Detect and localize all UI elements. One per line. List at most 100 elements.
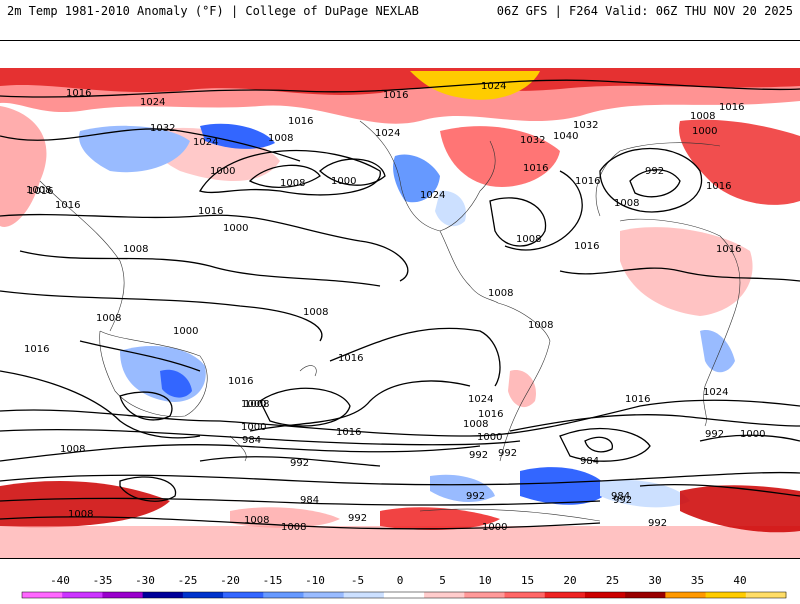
- color-scale-tick-label: -25: [178, 574, 198, 587]
- isobar-label: 1000: [173, 326, 198, 337]
- isobar-label: 992: [705, 429, 724, 440]
- color-scale-tick-label: 5: [439, 574, 446, 587]
- model-run-info: 06Z GFS | F264 Valid: 06Z THU NOV 20 202…: [496, 4, 793, 18]
- isobar-label: 1016: [706, 181, 731, 192]
- isobar-label: 992: [469, 450, 488, 461]
- isobar-label: 1000: [210, 166, 235, 177]
- isobar-label: 1016: [716, 244, 741, 255]
- isobar-label: 1024: [468, 394, 493, 405]
- isobar-label: 1024: [420, 190, 445, 201]
- isobar-label: 1008: [516, 234, 541, 245]
- color-scale-swatch: [102, 592, 144, 598]
- color-scale-swatch: [544, 592, 586, 598]
- color-scale-tick-label: -15: [263, 574, 283, 587]
- isobars: [0, 79, 800, 530]
- isobar-label: 1016: [198, 206, 223, 217]
- anomaly-map: 1016 1024 1032 1024 1008 1016 1000 1008 1000 1024…: [0, 40, 800, 559]
- isobar-label: 1008: [26, 185, 51, 196]
- isobar-label: 1008: [123, 244, 148, 255]
- isobar-label: 992: [498, 448, 517, 459]
- color-scale-swatch: [22, 592, 63, 598]
- isobar-label: 1024: [703, 387, 728, 398]
- isobar-label: 1032: [520, 135, 545, 146]
- isobar-label: 1040: [553, 131, 578, 142]
- isobar-label: 1016: [228, 376, 253, 387]
- isobar-label: 1024: [375, 128, 400, 139]
- isobar-label: 1016: [478, 409, 503, 420]
- isobar-label: 984: [611, 491, 630, 502]
- isobar-label: 1000: [482, 522, 507, 533]
- isobar-label: 1008: [614, 198, 639, 209]
- color-scale-swatch: [464, 592, 506, 598]
- isobar-label: 1024: [481, 81, 506, 92]
- color-scale-tick-label: 0: [397, 574, 404, 587]
- isobar-label: 1008: [463, 419, 488, 430]
- color-scale-tick-label: 40: [733, 574, 746, 587]
- isobar-label: 1008: [303, 307, 328, 318]
- color-scale-swatch: [182, 592, 224, 598]
- isobar-label: 1008: [280, 178, 305, 189]
- color-scale-swatch: [303, 592, 345, 598]
- isobar-label: 1016: [55, 200, 80, 211]
- isobar-label: 1016: [28, 186, 53, 197]
- isobar-label: 1016: [383, 90, 408, 101]
- isobar-label: 1016: [288, 116, 313, 127]
- isobar-label: 1000: [477, 432, 502, 443]
- isobar-label: 1008: [60, 444, 85, 455]
- color-scale-tick-label: 15: [521, 574, 534, 587]
- isobar-label: 1016: [66, 88, 91, 99]
- isobar-label: 1016: [625, 394, 650, 405]
- color-scale-swatch: [142, 592, 184, 598]
- isobar-label: 1024: [140, 97, 165, 108]
- isobar-label: 1016: [719, 102, 744, 113]
- isobar-label: 1008: [528, 320, 553, 331]
- color-scale-tick-label: -30: [135, 574, 155, 587]
- isobar-label: 1032: [150, 123, 175, 134]
- map-title: 2m Temp 1981-2010 Anomaly (°F) | College…: [7, 4, 419, 18]
- anomaly-shading: [0, 68, 800, 558]
- color-scale-tick-label: 25: [606, 574, 619, 587]
- color-scale-tick-label: 20: [563, 574, 576, 587]
- isobar-label: 992: [290, 458, 309, 469]
- color-scale-swatch: [343, 592, 385, 598]
- color-scale-swatch: [263, 592, 304, 598]
- color-scale-swatch: [584, 592, 626, 598]
- isobar-label: 984: [580, 456, 599, 467]
- isobar-label: 1008: [244, 399, 269, 410]
- isobar-label: 1000: [692, 126, 717, 137]
- isobar-label: 1000: [241, 399, 266, 410]
- isobar-label: 1024: [193, 137, 218, 148]
- color-scale-legend: -40 -35 -30 -25 -20 -15 -10 -5 0 5 10 15 20 25 30 35 40: [0, 568, 800, 600]
- color-scale-tick-label: -10: [305, 574, 325, 587]
- color-scale-outline: [21, 591, 787, 599]
- isobar-label: 1016: [338, 353, 363, 364]
- color-scale-swatch: [424, 592, 465, 598]
- isobar-label: 1008: [96, 313, 121, 324]
- isobar-label: 1016: [575, 176, 600, 187]
- coastlines: [39, 120, 741, 522]
- isobar-label: 1016: [523, 163, 548, 174]
- isobar-label: 1000: [223, 223, 248, 234]
- color-scale-swatch: [745, 592, 787, 598]
- color-scale-swatch: [223, 592, 264, 598]
- color-scale-tick-label: 10: [478, 574, 491, 587]
- color-scale-swatch: [665, 592, 707, 598]
- isobar-label: 992: [648, 518, 667, 529]
- isobar-label: 1016: [336, 427, 361, 438]
- color-scale-tick-label: 35: [691, 574, 704, 587]
- color-scale-tick-label: -35: [93, 574, 113, 587]
- color-scale-swatch: [62, 592, 103, 598]
- color-scale-swatch: [504, 592, 546, 598]
- isobar-label: 992: [466, 491, 485, 502]
- color-scale: -40 -35 -30 -25 -20 -15 -10 -5 0 5 10 15 20 25 30 35 40: [21, 574, 787, 599]
- isobar-label: 992: [645, 166, 664, 177]
- color-scale-swatch: [383, 592, 425, 598]
- color-scale-tick-label: -20: [220, 574, 240, 587]
- isobar-label: 1000: [241, 422, 266, 433]
- isobar-label: 1016: [24, 344, 49, 355]
- isobar-label: 992: [348, 513, 367, 524]
- isobar-label: 1008: [690, 111, 715, 122]
- isobar-label: 984: [300, 495, 319, 506]
